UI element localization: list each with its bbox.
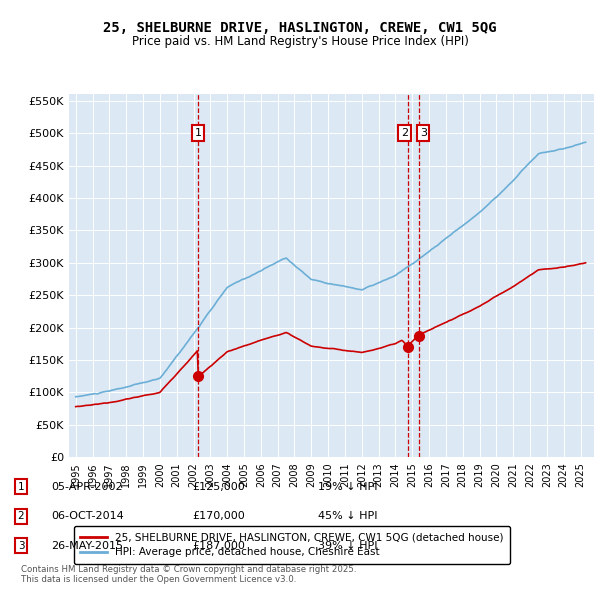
Text: 25, SHELBURNE DRIVE, HASLINGTON, CREWE, CW1 5QG: 25, SHELBURNE DRIVE, HASLINGTON, CREWE, …	[103, 21, 497, 35]
Text: 45% ↓ HPI: 45% ↓ HPI	[318, 512, 377, 521]
Text: 3: 3	[17, 541, 25, 550]
Legend: 25, SHELBURNE DRIVE, HASLINGTON, CREWE, CW1 5QG (detached house), HPI: Average p: 25, SHELBURNE DRIVE, HASLINGTON, CREWE, …	[74, 526, 509, 563]
Text: 2: 2	[17, 512, 25, 521]
Text: 39% ↓ HPI: 39% ↓ HPI	[318, 541, 377, 550]
Text: 2: 2	[401, 128, 408, 138]
Text: £125,000: £125,000	[192, 482, 245, 491]
Text: 06-OCT-2014: 06-OCT-2014	[51, 512, 124, 521]
Text: 1: 1	[194, 128, 202, 138]
Text: £187,000: £187,000	[192, 541, 245, 550]
Text: £170,000: £170,000	[192, 512, 245, 521]
Text: 26-MAY-2015: 26-MAY-2015	[51, 541, 123, 550]
Text: Price paid vs. HM Land Registry's House Price Index (HPI): Price paid vs. HM Land Registry's House …	[131, 35, 469, 48]
Text: 3: 3	[420, 128, 427, 138]
Text: 19% ↓ HPI: 19% ↓ HPI	[318, 482, 377, 491]
Text: Contains HM Land Registry data © Crown copyright and database right 2025.
This d: Contains HM Land Registry data © Crown c…	[21, 565, 356, 584]
Text: 05-APR-2002: 05-APR-2002	[51, 482, 122, 491]
Text: 1: 1	[17, 482, 25, 491]
